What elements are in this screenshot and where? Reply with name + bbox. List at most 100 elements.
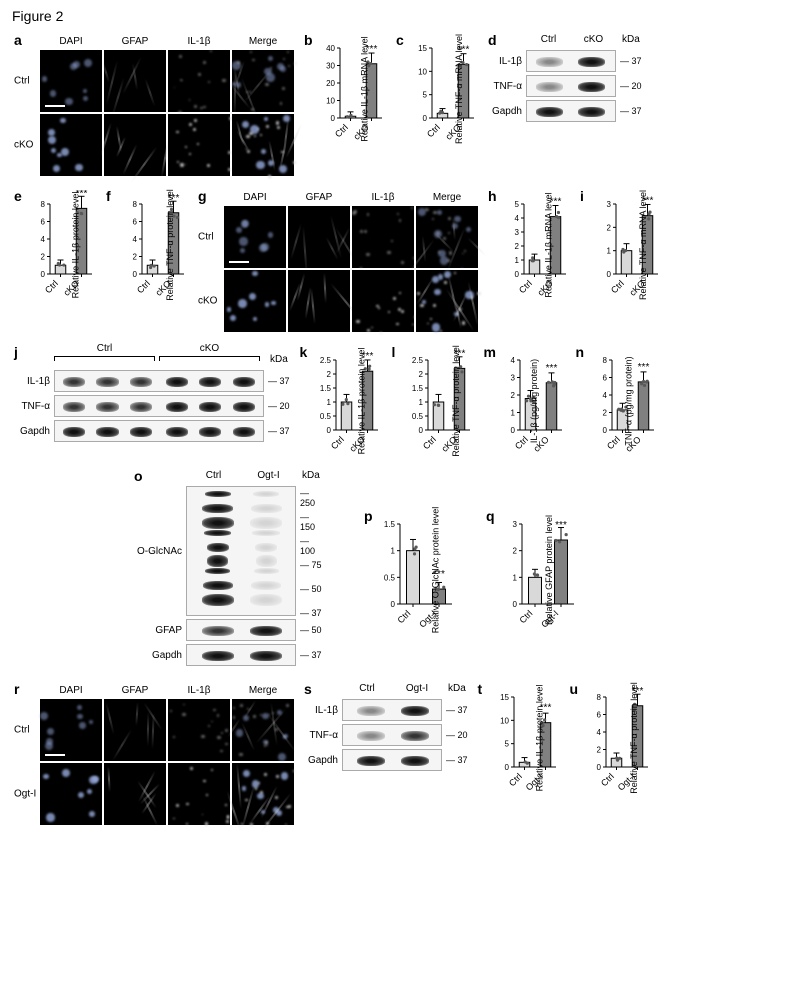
panel-label-m: m (484, 344, 496, 360)
svg-text:Ctrl: Ctrl (604, 434, 621, 451)
svg-text:0.5: 0.5 (319, 412, 331, 421)
if-col-header: IL-1β (168, 36, 230, 47)
wb-header: CtrlOgt-I (186, 470, 296, 481)
panel-label-t: t (478, 681, 483, 697)
bar-chart: 00.511.522.5CtrlcKO***Relative TNF-α pro… (404, 346, 474, 456)
wb-group-bracket: Ctrl (54, 356, 155, 368)
wb-kda: — 37 (616, 106, 642, 116)
wb-membrane (342, 749, 442, 771)
svg-text:1: 1 (510, 409, 515, 418)
wb-target-label: IL-1β (302, 705, 342, 716)
svg-text:1.5: 1.5 (411, 384, 423, 393)
wb-kda: — 37 (264, 426, 290, 436)
scale-bar (45, 754, 65, 756)
svg-text:0: 0 (602, 426, 607, 435)
if-cell (416, 270, 478, 332)
svg-text:6: 6 (602, 374, 607, 383)
panel-label-e: e (14, 188, 22, 204)
if-row-header: Ogt-I (14, 789, 36, 800)
wb-lane-label: Ogt-I (241, 470, 296, 481)
panel-j: jCtrlcKOkDaIL-1β— 37TNF-α— 20Gapdh— 37 (12, 346, 290, 445)
svg-text:Ctrl: Ctrl (512, 434, 529, 451)
immunofluorescence-grid: DAPICtrlGFAPIL-1βMergecKO (12, 34, 294, 176)
panel-s: sCtrlOgt-IkDaIL-1β— 37TNF-α— 20Gapdh— 37 (302, 683, 468, 774)
wb-row: TNF-α— 20 (302, 724, 468, 746)
bar-chart: 02468CtrlcKO***Relative TNF-α protein le… (118, 190, 188, 300)
svg-text:Ctrl: Ctrl (333, 122, 350, 139)
panel-label-s: s (304, 681, 312, 697)
bar-chart: 01234CtrlcKO***IL-1β (pg/mg protein) (496, 346, 566, 456)
y-axis-label: Relative IL-1β protein level (356, 348, 366, 455)
panel-o: oCtrlOgt-IkDaO-GlcNAc— 250— 150— 100— 75… (132, 470, 324, 669)
panel-q: q0123CtrlOgt-I***Relative GFAP protein l… (484, 510, 578, 630)
if-row-header: cKO (14, 140, 33, 151)
wb-row: O-GlcNAc— 250— 150— 100— 75— 50— 37 (132, 486, 324, 616)
if-cell (104, 114, 166, 176)
svg-text:4: 4 (515, 214, 520, 223)
svg-text:20: 20 (326, 79, 335, 88)
svg-text:0: 0 (418, 426, 423, 435)
wb-row: TNF-α— 20 (12, 395, 290, 417)
row-1: aDAPICtrlGFAPIL-1βMergecKO b010203040Ctr… (12, 34, 779, 176)
panel-label-c: c (396, 32, 404, 48)
bar-chart: 00.511.522.5CtrlcKO***Relative IL-1β pro… (312, 346, 382, 456)
svg-text:5: 5 (515, 200, 520, 209)
svg-text:2: 2 (41, 253, 46, 262)
bar-chart: 02468CtrlcKO***TNF-α (pg/mg protein) (588, 346, 658, 456)
svg-text:0: 0 (607, 270, 612, 279)
svg-text:4: 4 (510, 356, 515, 365)
kda-header: kDa (622, 34, 640, 45)
panel-label-r: r (14, 681, 19, 697)
svg-text:Ctrl: Ctrl (609, 278, 626, 295)
svg-text:***: *** (637, 362, 649, 373)
bar-chart: 0123CtrlcKO***Relative TNF-α mRNA level (592, 190, 662, 300)
if-cell (288, 270, 350, 332)
row-5: rDAPICtrlGFAPIL-1βMergeOgt-I sCtrlOgt-Ik… (12, 683, 779, 825)
svg-text:1.5: 1.5 (319, 384, 331, 393)
if-cell (168, 763, 230, 825)
svg-text:0: 0 (41, 270, 46, 279)
panel-t: t 051015CtrlOgt-I***Relative IL-1β protei… (476, 683, 560, 793)
if-cell (352, 270, 414, 332)
wb-lane-label: Ctrl (342, 683, 392, 694)
panel-p: p00.511.5CtrlOgt-I***Relative O-GlcNAc p… (362, 510, 456, 630)
wb-row: IL-1β— 37 (12, 370, 290, 392)
wb-row: Gapdh— 37 (12, 420, 290, 442)
if-col-header: DAPI (40, 36, 102, 47)
wb-row: Gapdh— 37 (486, 100, 642, 122)
panel-l: l00.511.522.5CtrlcKO***Relative TNF-α pr… (390, 346, 474, 456)
svg-text:4: 4 (133, 235, 138, 244)
svg-text:2: 2 (596, 746, 601, 755)
svg-text:10: 10 (326, 97, 335, 106)
panel-f: f02468CtrlcKO***Relative TNF-α protein l… (104, 190, 188, 300)
if-cell (232, 114, 294, 176)
svg-text:1: 1 (391, 546, 396, 555)
panel-i: i0123CtrlcKO***Relative TNF-α mRNA level (578, 190, 662, 300)
y-axis-label: Relative IL-1β mRNA level (360, 36, 370, 141)
panel-label-k: k (300, 344, 308, 360)
svg-text:30: 30 (326, 62, 335, 71)
if-col-header: GFAP (104, 36, 166, 47)
if-col-header: GFAP (104, 685, 166, 696)
western-blot: CtrlOgt-IkDaIL-1β— 37TNF-α— 20Gapdh— 37 (302, 683, 468, 771)
svg-text:2: 2 (607, 223, 612, 232)
panel-label-n: n (576, 344, 585, 360)
panel-label-p: p (364, 508, 373, 524)
svg-text:1: 1 (326, 398, 331, 407)
svg-text:Ctrl: Ctrl (598, 771, 615, 788)
panel-label-g: g (198, 188, 207, 204)
row-2: e02468CtrlcKO***Relative IL-1β protein l… (12, 190, 779, 332)
svg-text:***: *** (555, 520, 567, 531)
y-axis-label: Relative IL-1β protein level (534, 685, 544, 792)
svg-text:Ctrl: Ctrl (506, 771, 523, 788)
svg-text:1: 1 (513, 573, 518, 582)
wb-row: TNF-α— 20 (486, 75, 642, 97)
svg-text:2: 2 (510, 391, 515, 400)
wb-kda: — 20 (442, 730, 468, 740)
bar-chart: 051015CtrlOgt-I***Relative IL-1β protein… (490, 683, 560, 793)
immunofluorescence-grid: DAPICtrlGFAPIL-1βMergeOgt-I (12, 683, 294, 825)
if-row-header: Ctrl (14, 76, 30, 87)
panel-c: c051015CtrlcKO***Relative TNF-α mRNA lev… (394, 34, 478, 144)
if-cell: DAPICtrl (224, 206, 286, 268)
svg-text:15: 15 (418, 44, 427, 53)
